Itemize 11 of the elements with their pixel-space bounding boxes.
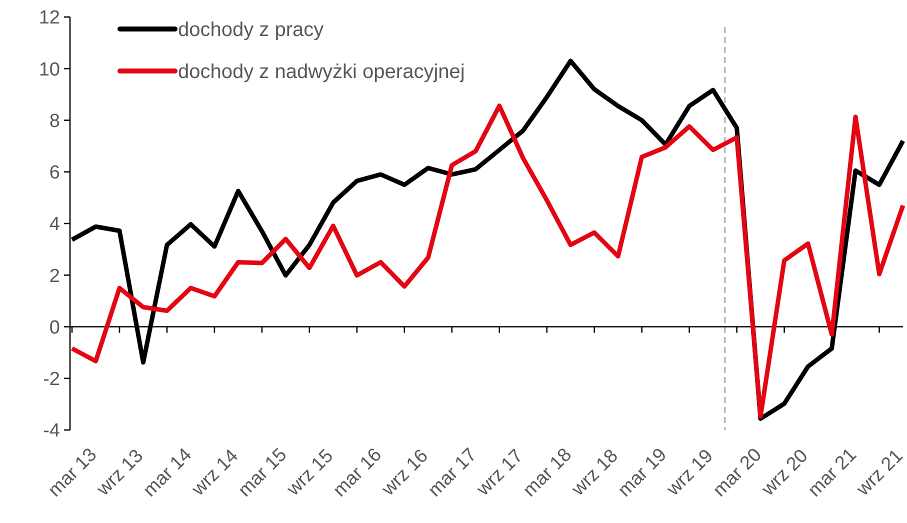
- y-tick-label: -4: [43, 420, 60, 442]
- y-tick-label: 10: [38, 59, 60, 80]
- y-tick-label: 0: [49, 317, 60, 338]
- y-tick-label: 12: [38, 8, 60, 29]
- y-tick-label: -2: [43, 369, 60, 390]
- y-tick-label: 4: [49, 214, 60, 236]
- y-tick-label: 8: [49, 110, 60, 132]
- y-tick-label: 2: [49, 266, 60, 287]
- y-tick-label: 6: [49, 162, 60, 184]
- legend-label: dochody z pracy: [178, 19, 324, 41]
- legend-label: dochody z nadwyżki operacyjnej: [178, 61, 465, 83]
